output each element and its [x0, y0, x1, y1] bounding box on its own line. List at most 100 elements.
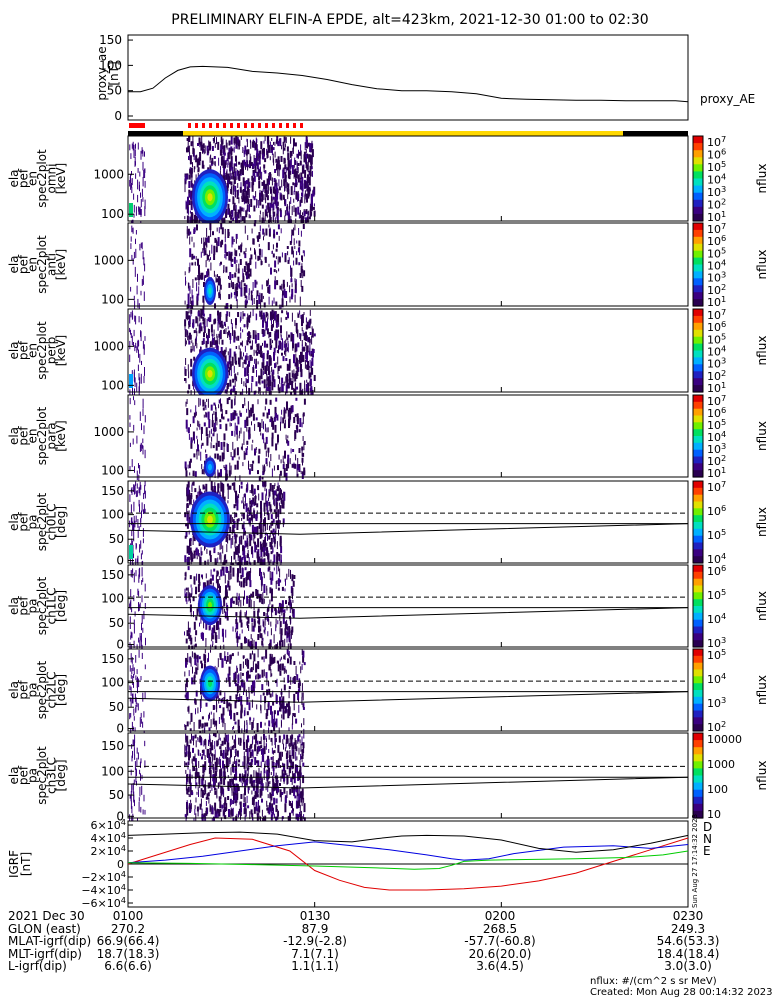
- pixel: [186, 399, 188, 404]
- pixel: [198, 220, 201, 224]
- pixel: [206, 253, 208, 261]
- pixel: [225, 629, 227, 638]
- plot-frame: [127, 222, 689, 307]
- pixel: [299, 273, 302, 278]
- pixel: [276, 280, 279, 286]
- pixel: [186, 780, 188, 785]
- pixel: [268, 535, 271, 540]
- pixel: [130, 243, 132, 250]
- pixel: [239, 186, 242, 193]
- pixel: [184, 512, 187, 518]
- pixel: [218, 585, 220, 589]
- pixel: [194, 699, 197, 705]
- colorbar-tick-label: 103: [707, 270, 726, 285]
- pixel: [134, 266, 136, 277]
- pixel: [265, 521, 266, 531]
- pixel: [188, 596, 191, 601]
- pixel: [202, 632, 204, 641]
- pixel: [262, 482, 264, 488]
- pixel: [225, 659, 227, 664]
- pixel: [140, 540, 142, 549]
- pixel: [245, 802, 247, 811]
- pixel: [302, 703, 304, 708]
- pixel: [212, 641, 214, 646]
- pixel: [131, 183, 132, 188]
- pixel: [263, 734, 265, 739]
- pixel: [271, 311, 273, 315]
- y-tick-label: 0: [116, 554, 124, 568]
- pixel: [220, 403, 223, 412]
- y-tick-label: 1000: [93, 425, 124, 439]
- pixel: [233, 292, 236, 295]
- pixel: [131, 721, 133, 731]
- pixel: [200, 632, 202, 637]
- pixel: [189, 458, 192, 463]
- pixel: [132, 313, 134, 319]
- pixel: [200, 615, 202, 624]
- pixel: [225, 328, 227, 335]
- pixel: [207, 792, 210, 797]
- pixel: [293, 388, 296, 398]
- pixel: [260, 549, 263, 557]
- pixel: [285, 316, 288, 320]
- pixel: [260, 633, 263, 639]
- pixel: [223, 433, 226, 441]
- pixel: [198, 397, 200, 407]
- colorbar-segment: [693, 710, 703, 718]
- pixel: [312, 350, 314, 358]
- pixel: [308, 216, 311, 220]
- pixel: [303, 216, 305, 220]
- pixel: [242, 148, 244, 151]
- pixel: [279, 640, 281, 646]
- pixel: [265, 649, 268, 659]
- y-tick-label: 1000: [93, 253, 124, 267]
- pixel: [220, 554, 222, 564]
- spectrogram-panel-3: 1000100elapefenspec2plotperp[keV]1071061…: [7, 307, 769, 401]
- pixel: [203, 248, 205, 256]
- pixel: [136, 435, 138, 444]
- pixel: [279, 164, 281, 170]
- pixel: [308, 350, 310, 355]
- pixel: [276, 660, 279, 664]
- pixel: [227, 742, 230, 752]
- pixel: [261, 556, 263, 565]
- pixel: [227, 332, 229, 338]
- pixel: [273, 297, 275, 304]
- pixel: [237, 276, 240, 283]
- pixel: [239, 538, 240, 544]
- pixel: [141, 444, 143, 449]
- pixel: [241, 443, 243, 451]
- pixel: [208, 258, 210, 262]
- pixel: [234, 721, 237, 725]
- pixel: [302, 354, 305, 362]
- flux-core: [207, 193, 213, 202]
- pixel: [245, 493, 246, 503]
- pixel: [211, 761, 213, 770]
- pixel: [227, 796, 230, 800]
- pixel: [298, 355, 301, 363]
- pixel: [240, 481, 243, 485]
- pixel: [227, 673, 230, 681]
- pixel: [133, 523, 135, 531]
- pixel: [211, 339, 213, 348]
- pixel: [243, 450, 245, 460]
- pixel: [202, 143, 205, 149]
- pixel: [204, 276, 205, 282]
- pixel: [244, 253, 247, 259]
- pixel: [228, 570, 230, 580]
- pixel: [311, 367, 314, 375]
- pixel: [258, 243, 260, 247]
- pixel: [248, 391, 250, 396]
- pixel: [243, 439, 245, 445]
- pixel: [134, 693, 136, 702]
- pixel: [248, 181, 251, 188]
- pixel: [133, 572, 135, 583]
- pixel: [279, 208, 282, 212]
- pixel: [246, 610, 247, 615]
- pixel: [257, 661, 260, 670]
- pixel: [230, 319, 232, 325]
- pixel: [138, 602, 139, 612]
- pixel: [288, 626, 291, 634]
- pixel: [210, 649, 211, 653]
- y-axis-label: ela: [7, 597, 21, 615]
